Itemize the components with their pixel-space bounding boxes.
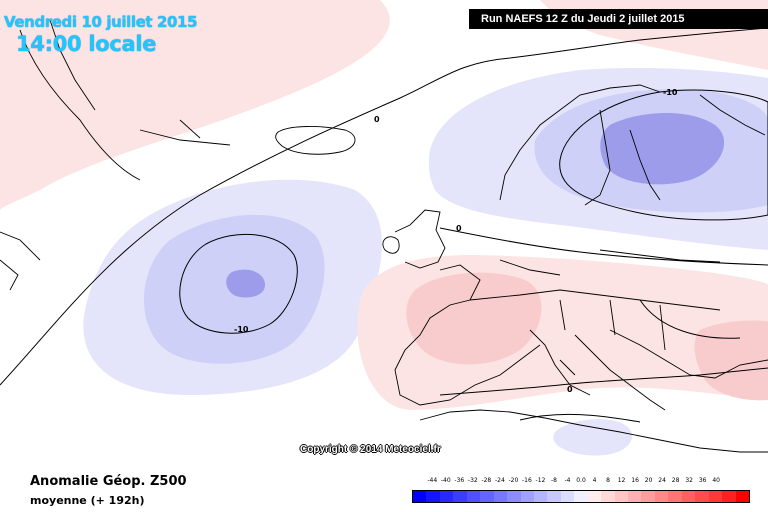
- color-scale-swatch: [681, 491, 696, 502]
- coast-italy: [529, 329, 591, 396]
- coastlines: [0, 19, 768, 453]
- contour-label: 0: [456, 224, 462, 233]
- color-scale-tick: 8: [606, 477, 610, 484]
- forecast-local-time: 14:00 locale: [16, 32, 157, 56]
- coast-balkans: [574, 329, 768, 411]
- contour-minus10-atlantic: [179, 233, 298, 334]
- color-scale: -44 -40 -36 -32 -28 -24 -20 -16 -12 -8 -4 0.0 4 8 12 16…: [410, 477, 752, 507]
- color-scale-tick: -28: [481, 477, 492, 484]
- color-scale-tick: 40: [712, 477, 721, 484]
- color-scale-swatch: [628, 491, 642, 502]
- color-scale-tick: -8: [550, 477, 557, 484]
- color-scale-bar: [412, 490, 750, 503]
- color-scale-tick: 16: [631, 477, 639, 484]
- contour-zero-med: [519, 413, 641, 423]
- color-scale-tick: 24: [658, 477, 666, 484]
- contours: [0, 27, 768, 423]
- color-scale-swatch: [587, 491, 602, 502]
- color-scale-tick: -12: [535, 477, 546, 484]
- positive-anomaly-greenland: [0, 0, 390, 210]
- color-scale-swatch: [533, 491, 548, 502]
- color-scale-tick: -24: [494, 477, 505, 484]
- color-scale-swatch: [735, 491, 749, 502]
- coast-africa: [419, 409, 768, 453]
- color-scale-tick: -20: [508, 477, 519, 484]
- contour-label: 0: [567, 385, 573, 394]
- color-scale-swatch: [574, 491, 588, 502]
- color-scale-swatch: [708, 491, 723, 502]
- anomaly-map: 0 -10 0 -10 0: [0, 0, 768, 456]
- color-scale-tick: -44: [427, 477, 438, 484]
- color-scale-swatch: [641, 491, 655, 502]
- color-scale-swatch: [520, 491, 534, 502]
- negative-anomaly-scandinavia-core: [600, 112, 725, 185]
- color-scale-swatch: [466, 491, 481, 502]
- negative-anomaly-atlantic-core: [226, 269, 266, 298]
- color-scale-swatch: [426, 491, 440, 502]
- color-scale-swatch: [654, 491, 669, 502]
- color-scale-tick: 32: [685, 477, 693, 484]
- coast-greenland: [19, 19, 231, 181]
- color-scale-tick: 4: [592, 477, 597, 484]
- coast-europe-west: [394, 264, 541, 406]
- color-scale-tick: -40: [440, 477, 451, 484]
- color-scale-swatch: [413, 491, 427, 502]
- color-scale-swatch: [453, 491, 467, 502]
- contour-minus10-scandinavia: [559, 89, 768, 221]
- color-scale-tick: 12: [617, 477, 626, 484]
- contour-label: -10: [234, 325, 249, 334]
- color-scale-tick: -16: [522, 477, 532, 484]
- color-scale-swatch: [601, 491, 615, 502]
- positive-anomaly-france: [406, 272, 542, 365]
- color-scale-swatch: [560, 491, 575, 502]
- contour-label: -10: [663, 88, 678, 97]
- contour-zero-central: [439, 227, 768, 266]
- contour-zero-north: [0, 27, 768, 386]
- color-scale-tick: -4: [564, 477, 571, 484]
- color-scale-ticks: -44 -40 -36 -32 -28 -24 -20 -16 -12 -8 -4 0.0 4 8 12 16…: [410, 477, 752, 488]
- coast-uk-ireland: [382, 209, 446, 269]
- negative-anomaly-mediterranean: [553, 419, 633, 456]
- color-scale-swatch: [480, 491, 494, 502]
- run-banner: Run NAEFS 12 Z du Jeudi 2 juillet 2015: [469, 9, 768, 29]
- copyright: Copyright © 2014 Meteociel.fr: [300, 444, 441, 455]
- color-scale-swatch: [493, 491, 508, 502]
- contour-labels: 0 -10 0 -10 0: [234, 88, 678, 394]
- contour-zero-east: [639, 299, 741, 339]
- color-scale-tick: 20: [644, 477, 653, 484]
- coast-borders: [469, 249, 721, 351]
- color-scale-swatch: [668, 491, 682, 502]
- color-scale-tick: 36: [698, 477, 707, 484]
- color-scale-tick: -32: [467, 477, 478, 484]
- color-scale-swatch: [722, 491, 736, 502]
- color-scale-swatch: [614, 491, 628, 502]
- coast-iceland: [275, 126, 356, 155]
- color-scale-swatch: [695, 491, 709, 502]
- coast-scandinavia: [499, 84, 766, 206]
- color-scale-swatch: [507, 491, 521, 502]
- color-scale-swatch: [547, 491, 561, 502]
- forecast-date: Vendredi 10 juillet 2015: [4, 13, 198, 31]
- contour-zero-south: [439, 367, 768, 396]
- variable-title: Anomalie Géop. Z500: [30, 474, 187, 489]
- coast-labrador: [0, 231, 41, 291]
- color-scale-tick: 0.0: [576, 477, 586, 484]
- color-scale-tick: -36: [454, 477, 465, 484]
- positive-anomaly-east: [694, 320, 768, 401]
- color-scale-swatch: [439, 491, 454, 502]
- variable-subtitle: moyenne (+ 192h): [30, 494, 145, 507]
- color-scale-tick: 28: [671, 477, 680, 484]
- contour-label: 0: [374, 115, 380, 124]
